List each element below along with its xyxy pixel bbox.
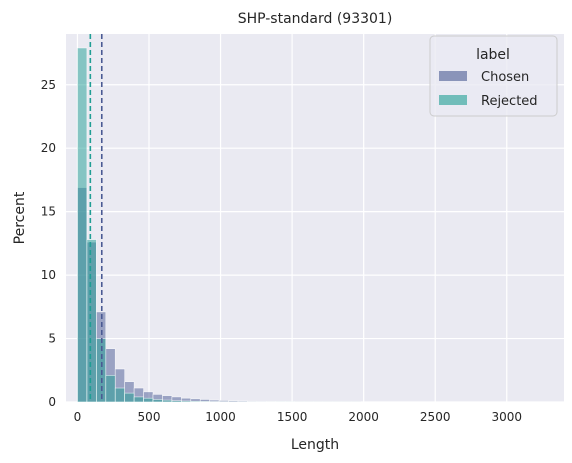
legend-title: label: [476, 47, 510, 63]
y-tick-label: 25: [41, 78, 56, 92]
x-tick-label: 0: [74, 410, 82, 424]
rejected-bar: [143, 397, 154, 403]
y-tick-label: 10: [41, 268, 56, 282]
y-tick-label: 20: [41, 141, 56, 155]
y-tick-label: 5: [48, 332, 56, 346]
rejected-bar: [152, 399, 163, 403]
x-tick-labels: 0 500 1000 1500 2000 2500 3000: [74, 410, 522, 424]
rejected-bar: [190, 400, 201, 403]
legend-entry-rejected: Rejected: [481, 94, 538, 109]
rejected-bar: [133, 396, 144, 403]
rejected-bar: [199, 401, 210, 403]
y-axis-label: Percent: [12, 191, 28, 244]
x-tick-label: 2000: [348, 410, 379, 424]
rejected-bar: [105, 375, 116, 403]
rejected-bar: [77, 47, 88, 403]
y-tick-label: 15: [41, 205, 56, 219]
rejected-bar: [209, 401, 220, 403]
y-tick-labels: 0 5 10 15 20 25: [41, 78, 56, 409]
legend-swatch-rejected: [439, 95, 467, 105]
rejected-bar: [124, 392, 135, 403]
x-axis-label: Length: [291, 437, 339, 453]
x-tick-label: 3000: [491, 410, 522, 424]
rejected-bar: [171, 400, 182, 403]
rejected-bar: [86, 239, 97, 403]
x-tick-label: 2500: [420, 410, 451, 424]
legend-entry-chosen: Chosen: [481, 70, 529, 85]
y-tick-label: 0: [48, 395, 56, 409]
rejected-bar: [114, 387, 125, 403]
rejected-bar: [181, 400, 192, 403]
legend-swatch-chosen: [439, 71, 467, 81]
x-tick-label: 1000: [205, 410, 236, 424]
chart-title: SHP-standard (93301): [238, 11, 393, 27]
x-tick-label: 1500: [277, 410, 308, 424]
legend: label Chosen Rejected: [429, 35, 558, 117]
rejected-bar: [162, 399, 173, 403]
x-tick-label: 500: [138, 410, 161, 424]
mean-lines: [89, 34, 103, 402]
